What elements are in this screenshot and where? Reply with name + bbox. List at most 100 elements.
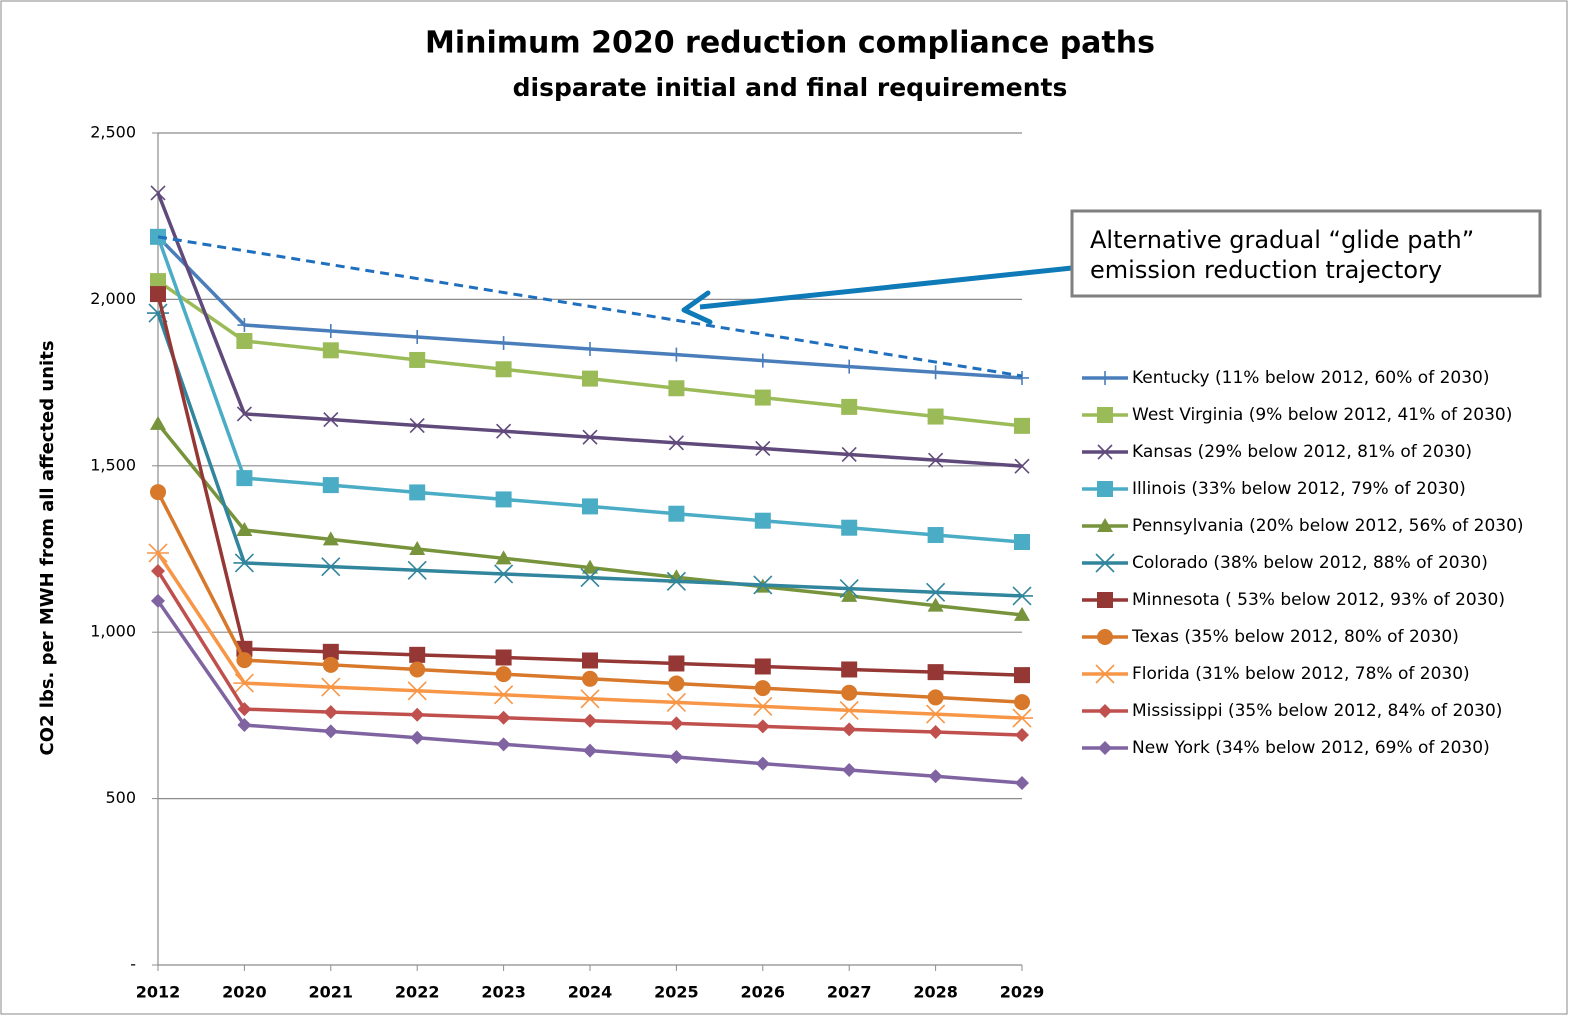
data-point xyxy=(841,398,858,415)
x-tick-label: 2024 xyxy=(568,983,613,1002)
data-point xyxy=(927,527,944,544)
data-point xyxy=(406,681,429,701)
glide-path xyxy=(157,235,1023,378)
data-point xyxy=(1011,708,1033,728)
data-point xyxy=(150,185,166,201)
y-tick-label: 1,500 xyxy=(90,455,136,474)
legend-marker xyxy=(1097,481,1113,497)
data-point xyxy=(1014,417,1030,434)
legend-label: Kentucky (11% below 2012, 60% of 2030) xyxy=(1132,368,1489,388)
data-point xyxy=(495,491,512,508)
annotation-box xyxy=(1070,209,1542,298)
y-tick-label: 1,000 xyxy=(90,622,136,641)
data-point xyxy=(582,652,598,669)
data-point xyxy=(928,452,944,468)
x-tick-label: 2021 xyxy=(309,983,354,1002)
data-point xyxy=(151,593,165,608)
data-point xyxy=(495,361,512,378)
data-point xyxy=(1015,775,1029,790)
data-point xyxy=(236,406,252,422)
data-point xyxy=(579,689,601,709)
data-point xyxy=(322,477,339,494)
data-point xyxy=(496,423,512,439)
data-point xyxy=(409,646,426,663)
data-point xyxy=(928,725,943,740)
data-point xyxy=(583,743,597,758)
data-point xyxy=(1011,586,1033,606)
legend-marker xyxy=(1097,592,1113,608)
data-point xyxy=(150,484,166,501)
legend-label: Colorado (38% below 2012, 88% of 2030) xyxy=(1132,553,1488,573)
x-tick-label: 2012 xyxy=(136,983,181,1002)
data-point xyxy=(409,541,426,555)
y-axis-label: CO2 lbs. per MWH from all affected units xyxy=(37,340,58,755)
data-point xyxy=(410,730,425,745)
legend-label: New York (34% below 2012, 69% of 2030) xyxy=(1132,738,1490,758)
legend-marker xyxy=(1098,704,1112,718)
data-point xyxy=(582,670,598,687)
legend-label: Kansas (29% below 2012, 81% of 2030) xyxy=(1132,442,1472,462)
data-point xyxy=(755,440,771,457)
data-point xyxy=(495,550,512,565)
y-tick-label: 500 xyxy=(105,788,136,807)
data-point xyxy=(150,415,166,430)
data-point xyxy=(233,673,256,693)
data-point xyxy=(927,597,944,612)
data-point xyxy=(582,498,598,515)
data-point xyxy=(841,684,858,701)
data-point xyxy=(754,680,771,697)
data-point xyxy=(751,575,774,595)
annotation-arrowhead xyxy=(681,290,713,325)
data-point xyxy=(669,750,684,764)
data-point xyxy=(669,347,684,362)
data-point xyxy=(147,543,169,563)
data-point xyxy=(323,411,339,428)
data-point xyxy=(492,564,515,584)
data-point xyxy=(495,649,512,666)
data-point xyxy=(151,563,165,578)
data-point xyxy=(841,587,858,602)
data-point xyxy=(842,762,857,777)
y-tick-label: - xyxy=(130,955,136,974)
legend-marker xyxy=(1098,371,1112,385)
data-point xyxy=(1014,606,1030,621)
legend-marker xyxy=(1098,741,1112,755)
legend-marker xyxy=(1097,518,1113,532)
data-point xyxy=(323,705,338,720)
legend-marker xyxy=(1097,444,1113,460)
data-point xyxy=(322,531,339,546)
data-point xyxy=(751,696,774,716)
data-point xyxy=(665,692,688,712)
chart-title: Minimum 2020 reduction compliance paths xyxy=(425,26,1155,61)
data-point xyxy=(927,689,944,706)
data-point xyxy=(406,560,429,580)
data-point xyxy=(841,446,857,463)
legend-label: Minnesota ( 53% below 2012, 93% of 2030) xyxy=(1132,590,1505,610)
x-tick-label: 2023 xyxy=(481,983,526,1002)
data-point xyxy=(668,505,685,522)
data-point xyxy=(150,273,166,290)
data-point xyxy=(668,675,685,692)
data-point xyxy=(322,656,339,673)
data-point xyxy=(492,685,515,705)
legend-label: West Virginia (9% below 2012, 41% of 203… xyxy=(1132,405,1512,425)
data-point xyxy=(665,571,688,591)
data-point xyxy=(322,342,339,359)
data-point xyxy=(582,559,598,574)
data-point xyxy=(236,522,253,537)
data-point xyxy=(150,286,166,303)
data-point xyxy=(409,417,425,434)
data-point xyxy=(1014,694,1030,711)
data-point xyxy=(410,330,425,345)
x-tick-label: 2028 xyxy=(913,983,958,1002)
data-point xyxy=(842,722,857,737)
data-point xyxy=(928,769,943,784)
data-point xyxy=(838,579,861,599)
data-point xyxy=(668,655,685,672)
data-point xyxy=(319,557,342,577)
data-point xyxy=(409,661,426,678)
data-point xyxy=(579,568,601,588)
data-point xyxy=(322,643,339,660)
legend-marker xyxy=(1097,407,1113,423)
